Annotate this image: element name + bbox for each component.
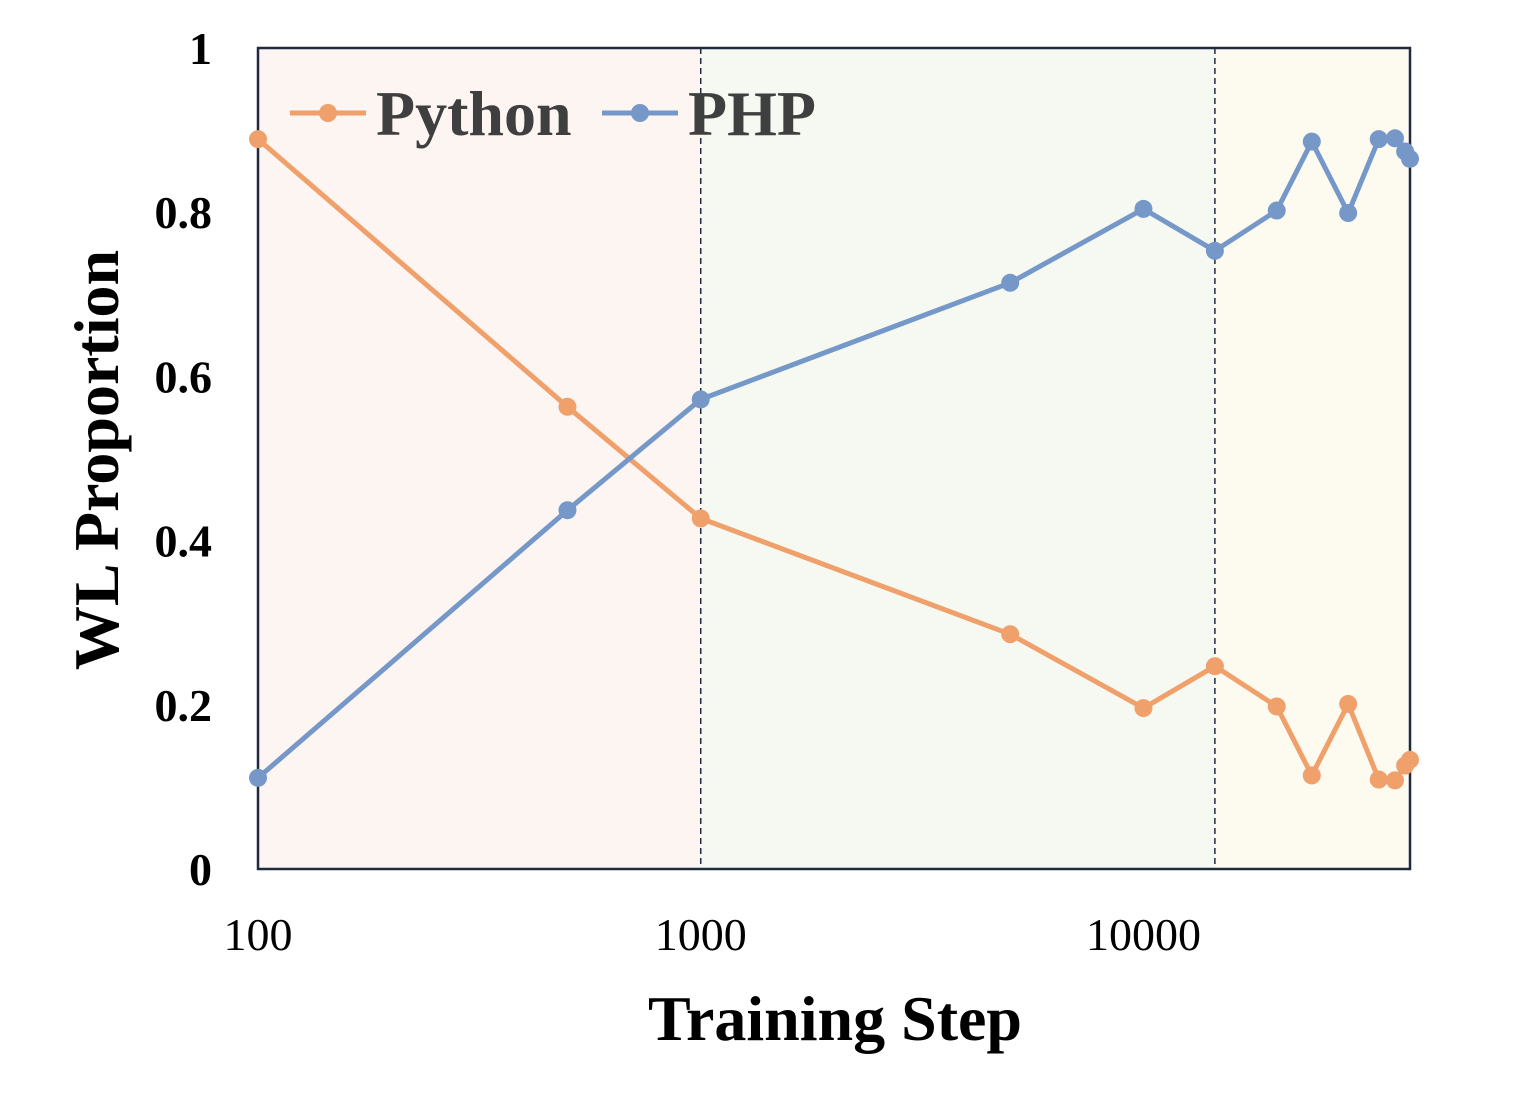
data-point-php	[1267, 201, 1286, 220]
data-point-python	[691, 509, 710, 528]
data-point-php	[1386, 129, 1405, 148]
data-point-php	[249, 768, 267, 787]
data-point-python	[1134, 699, 1153, 718]
y-tick-label: 0.2	[155, 680, 213, 731]
data-point-php	[1001, 273, 1020, 292]
data-point-python	[1302, 766, 1321, 785]
y-tick-label: 0.4	[155, 516, 213, 567]
data-point-php	[1205, 241, 1224, 260]
data-point-php	[1302, 132, 1321, 151]
legend-marker-python	[319, 104, 337, 122]
data-point-python	[1267, 697, 1286, 716]
data-point-php	[558, 501, 577, 520]
x-tick-label: 100	[224, 909, 293, 960]
legend: Python PHP	[290, 78, 816, 149]
data-point-php	[1369, 130, 1388, 149]
x-tick-label: 10000	[1086, 909, 1201, 960]
data-point-python	[1386, 771, 1405, 790]
legend-label-python: Python	[376, 78, 572, 149]
data-point-php	[1339, 204, 1358, 223]
series-points	[249, 129, 1419, 790]
data-point-php	[1134, 199, 1153, 218]
data-point-python	[1205, 657, 1224, 676]
legend-label-php: PHP	[688, 78, 816, 149]
data-point-python	[1401, 750, 1419, 769]
x-tick-labels: 100 1000 10000	[224, 909, 1201, 960]
y-tick-label: 0	[189, 844, 212, 895]
region-0	[258, 48, 701, 869]
data-point-python	[1001, 625, 1020, 644]
region-2	[1214, 48, 1410, 869]
data-point-php	[1401, 149, 1419, 168]
y-tick-labels: 0 0.2 0.4 0.6 0.8 1	[155, 23, 213, 895]
data-point-php	[691, 390, 710, 409]
background-regions	[258, 48, 1410, 869]
x-axis-title: Training Step	[648, 983, 1022, 1054]
data-point-python	[1369, 770, 1388, 789]
legend-marker-php	[631, 104, 649, 122]
data-point-python	[1339, 694, 1358, 713]
y-tick-label: 0.8	[155, 187, 213, 238]
data-point-python	[249, 130, 267, 149]
region-1	[700, 48, 1215, 869]
data-point-python	[558, 397, 577, 416]
y-axis-title: WL Proportion	[61, 250, 132, 670]
y-tick-label: 1	[189, 23, 212, 74]
x-tick-label: 1000	[655, 909, 747, 960]
y-tick-label: 0.6	[155, 351, 213, 402]
